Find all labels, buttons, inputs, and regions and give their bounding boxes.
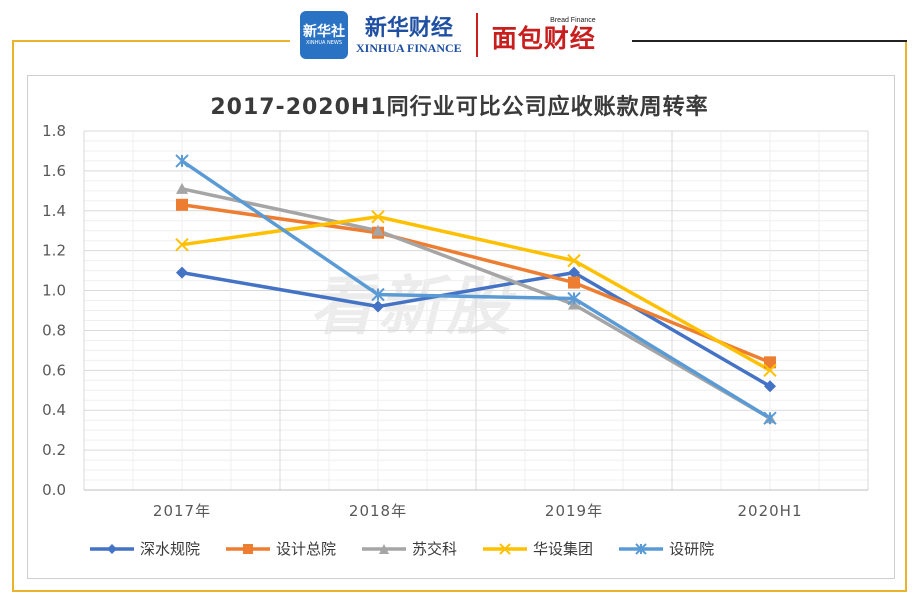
data-point-4 [175,237,189,252]
xinhua-logo: 新华社 XINHUA NEWS [300,11,348,59]
legend-marker [107,543,117,554]
y-tick-label: 0.2 [42,441,66,459]
chart-area [27,75,895,579]
legend-label: 深水规院 [140,540,201,558]
x-tick-label: 2020H1 [738,502,803,520]
data-point-5 [175,154,189,168]
legend-label: 设计总院 [276,540,337,558]
data-point-2 [568,276,580,289]
data-point-1 [372,300,384,313]
legend-swatch [226,543,271,554]
y-tick-label: 0.4 [42,401,66,419]
watermark: 看新股 [310,270,514,344]
legend-marker [243,543,254,554]
data-point-1 [176,266,188,279]
data-point-5 [371,287,385,302]
legend-label: 设研院 [669,540,715,558]
chart-title: 2017-2020H1同行业可比公司应收账款周转率 [210,95,709,120]
y-tick-label: 1.2 [42,242,66,260]
legend-label: 华设集团 [533,540,594,558]
legend-swatch [90,543,134,554]
data-point-2 [176,198,188,211]
chart-legend: 深水规院 设计总院 苏交科 华设集团 设研院 [90,538,714,559]
x-tick-label: 2017年 [153,502,211,520]
legend-label: 苏交科 [412,540,458,558]
series-line-2 [181,203,771,364]
partner-logo: Bread Finance 面包财经 [492,17,596,53]
data-point-4 [763,363,777,378]
legend-item-5: 设研院 [619,538,714,559]
x-tick-label: 2019年 [545,502,603,520]
data-point-1 [568,266,580,279]
x-tick-label: 2018年 [349,502,407,520]
logo-text: 新华社 [303,23,345,40]
y-tick-label: 1.0 [42,282,66,300]
brand-name: 新华财经 XINHUA FINANCE [356,15,462,55]
brand-header: 新华社 XINHUA NEWS 新华财经 XINHUA FINANCE Brea… [300,6,596,64]
logo-sub: XINHUA NEWS [305,39,343,46]
legend-swatch [619,542,664,555]
brand-name-cn: 新华财经 [364,15,453,41]
series-line-3 [181,187,771,420]
legend-item-4: 华设集团 [483,538,593,559]
legend-marker [635,542,647,555]
data-point-3 [176,182,188,194]
series-line-1 [181,270,771,388]
y-tick-label: 0.6 [42,361,66,379]
frame-bottom [12,590,907,592]
data-point-2 [764,356,776,369]
brand-name-en: XINHUA FINANCE [356,41,462,55]
data-point-5 [567,291,581,306]
frame-top-left [12,40,290,42]
series-line-5 [181,159,771,420]
brand-separator [475,13,478,57]
y-tick-label: 1.8 [42,122,66,140]
frame-left [12,40,14,592]
frame-top-right [632,40,907,42]
data-point-5 [763,411,777,425]
legend-item-2: 设计总院 [226,538,336,559]
data-point-1 [764,380,776,393]
data-point-4 [371,210,385,224]
partner-cn: 面包财经 [491,24,596,53]
y-tick-label: 0.8 [42,321,66,339]
y-tick-label: 1.4 [42,202,66,220]
data-point-3 [372,224,384,236]
y-tick-label: 0.0 [42,481,66,499]
legend-item-1: 深水规院 [90,538,200,559]
data-point-4 [567,253,581,268]
legend-item-3: 苏交科 [362,538,457,559]
legend-marker [499,542,511,555]
legend-swatch [483,542,528,555]
partner-small: Bread Finance [550,17,596,24]
y-tick-label: 1.6 [42,162,66,180]
series-line-4 [181,215,771,372]
frame-right [905,40,907,592]
legend-marker [379,543,390,554]
legend-swatch [362,543,407,554]
